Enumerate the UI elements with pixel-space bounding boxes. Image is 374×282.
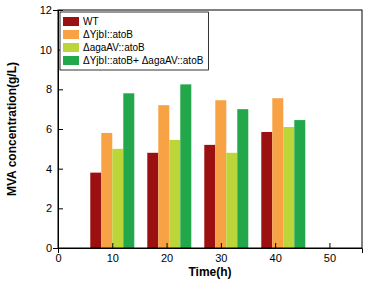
legend-label: ΔYjbI::atoB — [83, 29, 133, 40]
x-tick: 10 — [107, 243, 119, 264]
x-tick-label: 10 — [107, 252, 119, 264]
legend-label: ΔYjbI::atoB+ ΔagaAV::atoB — [83, 55, 204, 66]
x-tick-mark — [221, 243, 222, 248]
bar — [226, 153, 237, 248]
y-tick: 12 — [40, 4, 63, 16]
bar — [261, 132, 272, 248]
x-tick-label: 0 — [55, 252, 61, 264]
legend-label: ΔagaAV::atoB — [83, 42, 145, 53]
legend-box — [60, 12, 208, 70]
x-tick-mark — [167, 243, 168, 248]
bar — [215, 100, 226, 248]
x-tick-label: 20 — [161, 252, 173, 264]
x-tick: 30 — [215, 243, 227, 264]
legend-swatch — [63, 43, 79, 52]
y-tick: 10 — [40, 44, 63, 56]
bar — [294, 120, 305, 248]
y-tick-mark — [58, 89, 63, 90]
bar — [112, 149, 123, 248]
bar — [101, 133, 112, 248]
x-tick: 40 — [270, 243, 282, 264]
bar — [237, 109, 248, 248]
x-axis: 0 10 20 30 40 50 — [55, 243, 362, 264]
y-tick-label: 12 — [40, 4, 52, 16]
y-tick-label: 2 — [46, 202, 52, 214]
y-tick: 0 — [46, 242, 63, 254]
x-tick: 50 — [324, 243, 336, 264]
x-tick-label: 30 — [215, 252, 227, 264]
bar — [123, 93, 134, 248]
y-tick-label: 10 — [40, 44, 52, 56]
plot-frame — [58, 10, 362, 248]
legend-swatch — [63, 17, 79, 26]
bars — [90, 84, 305, 248]
bar — [147, 153, 158, 248]
x-tick-mark — [112, 243, 113, 248]
x-axis-title: Time(h) — [188, 265, 231, 279]
bar — [90, 173, 101, 248]
y-tick: 4 — [46, 163, 63, 175]
bar — [158, 105, 169, 248]
x-tick-mark — [329, 243, 330, 248]
y-tick: 6 — [46, 123, 63, 135]
legend-swatch — [63, 56, 79, 65]
y-tick-mark — [58, 248, 63, 249]
bar — [169, 140, 180, 248]
bar — [283, 127, 294, 248]
y-axis-title: MVA concentration(g/L) — [5, 62, 19, 196]
y-tick-mark — [58, 129, 63, 130]
y-axis: 0 2 4 6 8 10 12 — [40, 4, 63, 254]
y-tick-label: 8 — [46, 83, 52, 95]
y-tick-mark — [58, 169, 63, 170]
x-axis-line — [59, 249, 363, 254]
y-tick: 8 — [46, 83, 63, 95]
bar — [272, 98, 283, 248]
y-tick-label: 0 — [46, 242, 52, 254]
bar — [180, 84, 191, 248]
x-tick-label: 40 — [270, 252, 282, 264]
y-tick: 2 — [46, 202, 63, 214]
x-tick-label: 50 — [324, 252, 336, 264]
legend: WTΔYjbI::atoBΔagaAV::atoBΔYjbI::atoB+ Δa… — [60, 12, 208, 70]
bar — [204, 145, 215, 248]
y-tick-label: 4 — [46, 163, 52, 175]
x-tick: 20 — [161, 243, 173, 264]
y-tick-label: 6 — [46, 123, 52, 135]
y-tick-mark — [58, 10, 63, 11]
legend-swatch — [63, 30, 79, 39]
y-axis-line — [53, 11, 59, 249]
y-tick-mark — [58, 208, 63, 209]
legend-label: WT — [83, 16, 99, 27]
x-tick-mark — [275, 243, 276, 248]
